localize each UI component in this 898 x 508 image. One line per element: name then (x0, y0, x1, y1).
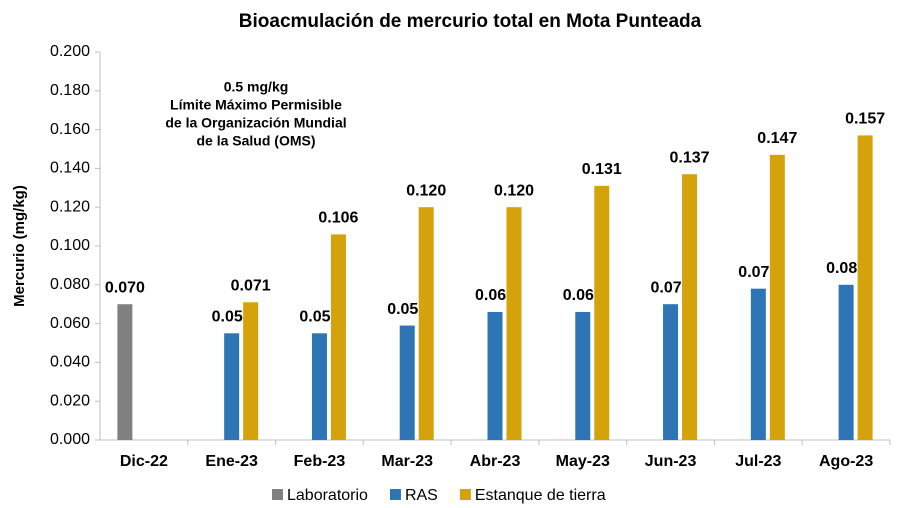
data-label: 0.059 (387, 301, 427, 318)
y-tick-label: 0.080 (50, 276, 90, 293)
x-tick-label: Feb-23 (294, 453, 346, 470)
bar (311, 333, 327, 440)
bar (594, 185, 610, 440)
legend-label: Laboratorio (287, 487, 368, 504)
bar (663, 304, 679, 440)
bar (838, 284, 854, 440)
bar (487, 311, 503, 440)
x-tick-label: May-23 (556, 453, 610, 470)
data-label: 0.120 (406, 182, 446, 199)
legend-swatch (389, 489, 401, 500)
data-label: 0.157 (845, 111, 885, 128)
data-label: 0.080 (826, 260, 866, 277)
legend-swatch (272, 489, 283, 500)
bar (506, 207, 522, 440)
y-tick-label: 0.180 (50, 82, 90, 99)
bar (682, 174, 698, 440)
x-tick-label: Ene-23 (205, 453, 258, 470)
x-tick-label: Jul-23 (735, 453, 781, 470)
y-tick-label: 0.060 (50, 315, 90, 332)
data-label: 0.106 (318, 210, 358, 227)
legend-label: RAS (405, 487, 438, 504)
y-tick-label: 0.020 (50, 392, 90, 409)
legend-label: Estanque de tierra (475, 487, 606, 504)
data-label: 0.055 (299, 309, 339, 326)
bar (575, 311, 591, 440)
data-label: 0.131 (582, 161, 622, 178)
data-label: 0.137 (670, 149, 710, 166)
bar (769, 154, 785, 440)
data-label: 0.070 (651, 279, 691, 296)
x-tick-label: Ago-23 (819, 453, 873, 470)
annotation: de la Organización Mundial (165, 115, 346, 131)
bar (418, 207, 434, 440)
y-axis-label: Mercurio (mg/kg) (11, 185, 28, 307)
bar (399, 325, 415, 440)
bar (243, 302, 259, 440)
data-label: 0.120 (494, 182, 534, 199)
annotation: 0.5 mg/kg (224, 79, 289, 95)
bar (750, 288, 766, 440)
y-tick-label: 0.000 (50, 431, 90, 448)
data-label: 0.066 (563, 287, 603, 304)
x-tick-label: Mar-23 (381, 453, 433, 470)
bar (330, 234, 346, 440)
bar (224, 333, 240, 440)
bar (857, 135, 873, 441)
x-tick-label: Dic-22 (120, 453, 168, 470)
data-label: 0.066 (475, 287, 515, 304)
x-tick-label: Jun-23 (645, 453, 697, 470)
data-label: 0.147 (757, 130, 797, 147)
legend-swatch (459, 489, 471, 500)
y-tick-label: 0.140 (50, 160, 90, 177)
data-label: 0.071 (231, 277, 271, 294)
data-label: 0.055 (212, 309, 252, 326)
annotation: de la Salud (OMS) (196, 133, 315, 149)
y-tick-label: 0.040 (50, 354, 90, 371)
chart-title: Bioacmulación de mercurio total en Mota … (239, 11, 702, 32)
data-label: 0.078 (738, 264, 778, 281)
y-tick-label: 0.200 (50, 43, 90, 60)
x-tick-label: Abr-23 (470, 453, 521, 470)
data-label: 0.070 (105, 279, 145, 296)
annotation: Límite Máximo Permisible (170, 97, 342, 113)
y-tick-label: 0.100 (50, 237, 90, 254)
bar (117, 304, 133, 440)
y-tick-label: 0.120 (50, 198, 90, 215)
y-tick-label: 0.160 (50, 121, 90, 138)
